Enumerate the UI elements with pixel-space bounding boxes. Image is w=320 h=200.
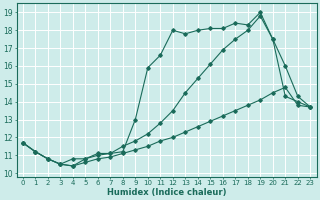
X-axis label: Humidex (Indice chaleur): Humidex (Indice chaleur) bbox=[107, 188, 226, 197]
